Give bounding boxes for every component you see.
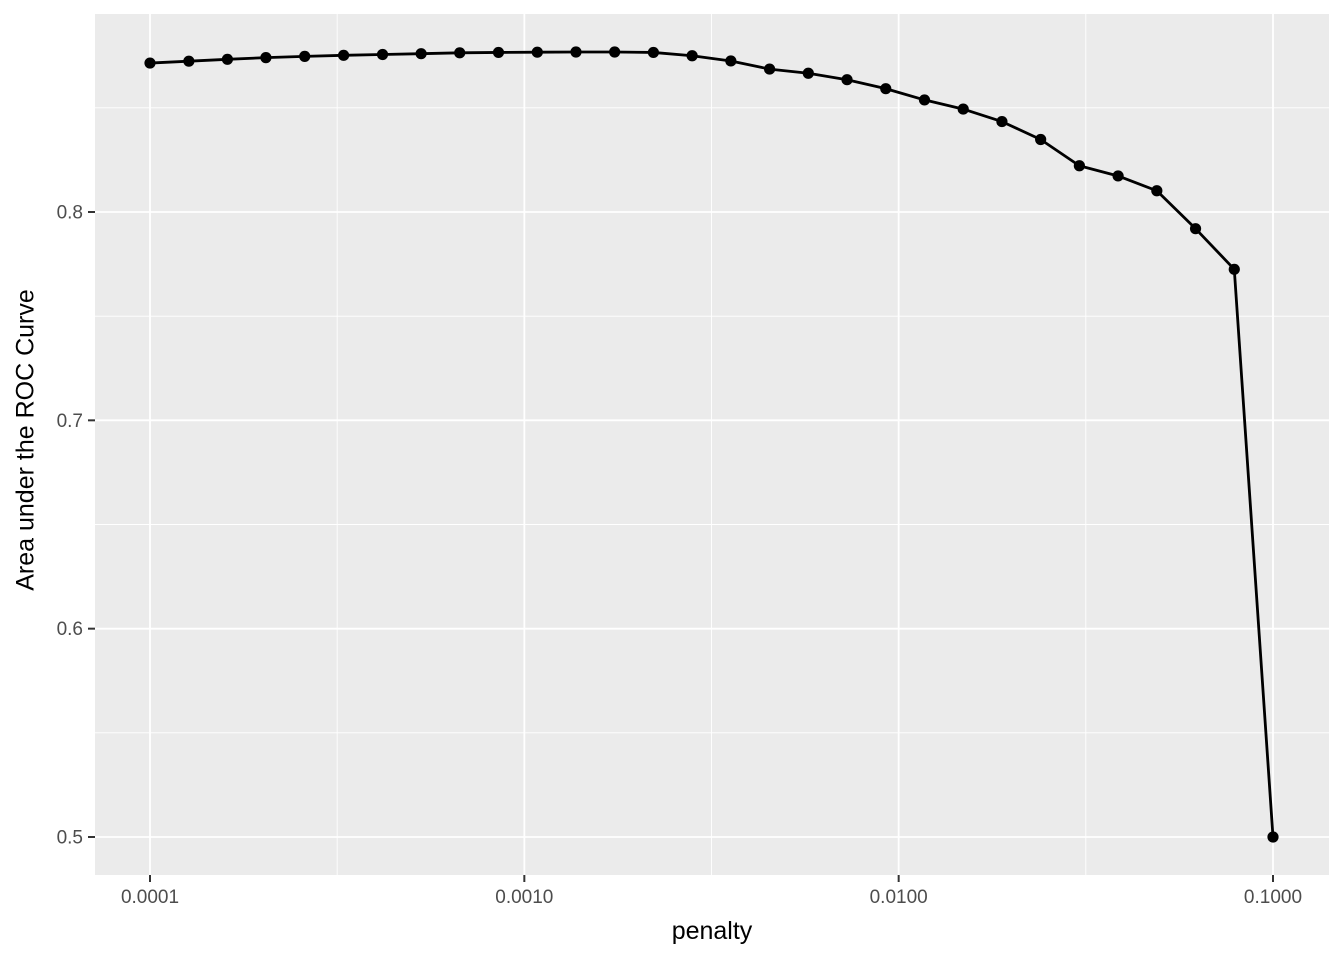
data-point <box>1151 185 1163 197</box>
data-point <box>1267 831 1279 843</box>
data-point <box>1228 263 1240 275</box>
data-point <box>918 94 931 106</box>
data-point <box>1112 170 1124 182</box>
data-point <box>1189 223 1202 235</box>
data-point <box>802 67 814 79</box>
data-point <box>880 83 892 95</box>
data-point <box>492 46 505 59</box>
data-point <box>221 53 234 65</box>
data-point <box>531 46 543 58</box>
data-point <box>183 55 195 67</box>
y-tick-label: 0.7 <box>57 411 83 432</box>
data-point <box>841 74 853 86</box>
data-point <box>260 52 272 64</box>
data-point <box>570 46 582 58</box>
data-point <box>144 57 156 69</box>
x-tick-label: 0.0010 <box>495 887 553 908</box>
x-tick-label: 0.1000 <box>1244 887 1302 908</box>
data-point <box>996 115 1008 128</box>
data-point <box>647 46 659 59</box>
data-point <box>1035 133 1047 146</box>
series-line <box>148 50 1275 839</box>
data-point <box>415 48 427 60</box>
y-tick-label: 0.6 <box>57 619 83 640</box>
data-point <box>763 63 776 75</box>
y-axis-title-text: Area under the ROC Curve <box>11 289 40 591</box>
y-tick-label: 0.8 <box>57 203 83 224</box>
data-point <box>299 50 311 62</box>
x-tick-label: 0.0001 <box>121 887 179 908</box>
data-point <box>725 55 737 67</box>
data-point <box>376 48 389 61</box>
plot-panel <box>95 14 1329 875</box>
data-point <box>1073 160 1085 172</box>
data-point <box>454 47 466 59</box>
data-point <box>338 49 350 61</box>
x-tick-label: 0.0100 <box>870 887 928 908</box>
data-point <box>686 50 698 62</box>
data-point <box>957 103 969 115</box>
y-tick-label: 0.5 <box>57 828 83 849</box>
data-point <box>609 46 621 58</box>
x-axis-title: penalty <box>671 917 753 945</box>
